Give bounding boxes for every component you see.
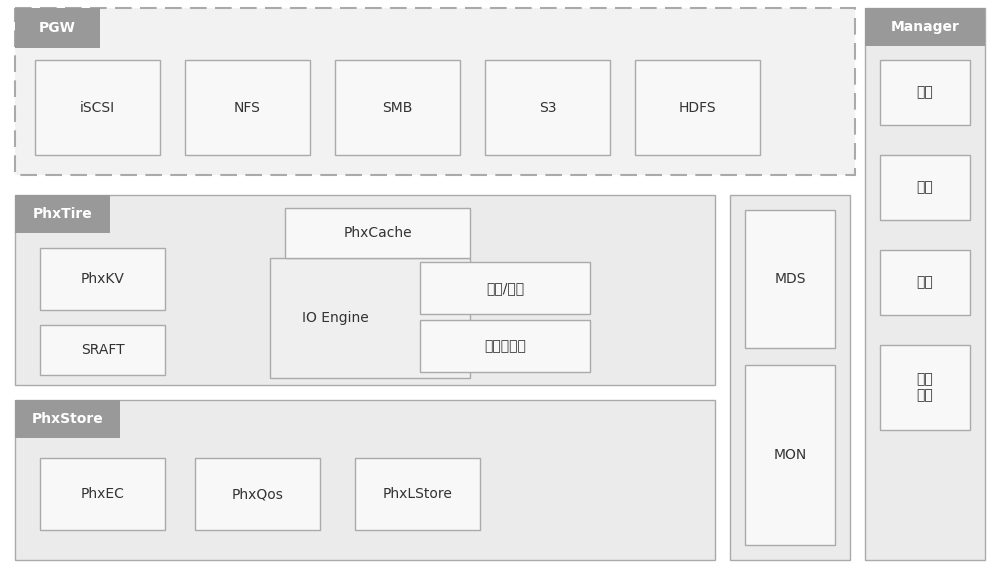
Text: PhxEC: PhxEC — [81, 487, 124, 501]
Bar — [635, 60, 760, 155]
Bar — [880, 345, 970, 430]
Bar — [195, 458, 320, 530]
Bar — [420, 320, 590, 372]
Bar — [40, 458, 165, 530]
Bar — [335, 60, 460, 155]
Bar — [35, 60, 160, 155]
Bar — [880, 60, 970, 125]
Bar — [355, 458, 480, 530]
Text: PhxCache: PhxCache — [343, 226, 412, 240]
Bar — [420, 262, 590, 314]
Text: HDFS: HDFS — [679, 101, 716, 114]
Text: PhxQos: PhxQos — [232, 487, 283, 501]
Text: SMB: SMB — [382, 101, 413, 114]
Text: iSCSI: iSCSI — [80, 101, 115, 114]
Text: MON: MON — [773, 448, 807, 462]
Text: IO Engine: IO Engine — [302, 311, 368, 325]
Bar — [745, 210, 835, 348]
Bar — [15, 400, 120, 438]
Bar — [285, 208, 470, 258]
Text: SRAFT: SRAFT — [81, 343, 124, 357]
Text: PhxKV: PhxKV — [81, 272, 124, 286]
Bar — [880, 250, 970, 315]
Bar — [485, 60, 610, 155]
Bar — [185, 60, 310, 155]
Bar — [15, 400, 715, 560]
Bar — [15, 195, 110, 233]
Bar — [40, 248, 165, 310]
Text: PhxLStore: PhxLStore — [383, 487, 452, 501]
Bar — [40, 325, 165, 375]
Text: 快照/克隆: 快照/克隆 — [486, 281, 524, 295]
Bar — [15, 195, 715, 385]
Text: Manager: Manager — [891, 20, 959, 34]
Text: 扩容: 扩容 — [917, 276, 933, 289]
Text: 小文件合并: 小文件合并 — [484, 339, 526, 353]
Text: NFS: NFS — [234, 101, 261, 114]
Text: PhxStore: PhxStore — [32, 412, 103, 426]
Text: MDS: MDS — [774, 272, 806, 286]
Bar — [15, 8, 855, 175]
Text: 配置
管理: 配置 管理 — [917, 372, 933, 403]
Bar — [865, 8, 985, 560]
Bar — [880, 155, 970, 220]
Text: 告警: 告警 — [917, 181, 933, 194]
Text: PGW: PGW — [39, 21, 76, 35]
Bar — [730, 195, 850, 560]
Bar — [865, 8, 985, 46]
Bar — [15, 8, 100, 48]
Bar — [745, 365, 835, 545]
Text: 监控: 监控 — [917, 85, 933, 100]
Bar — [270, 258, 470, 378]
Text: S3: S3 — [539, 101, 556, 114]
Text: PhxTire: PhxTire — [33, 207, 92, 221]
